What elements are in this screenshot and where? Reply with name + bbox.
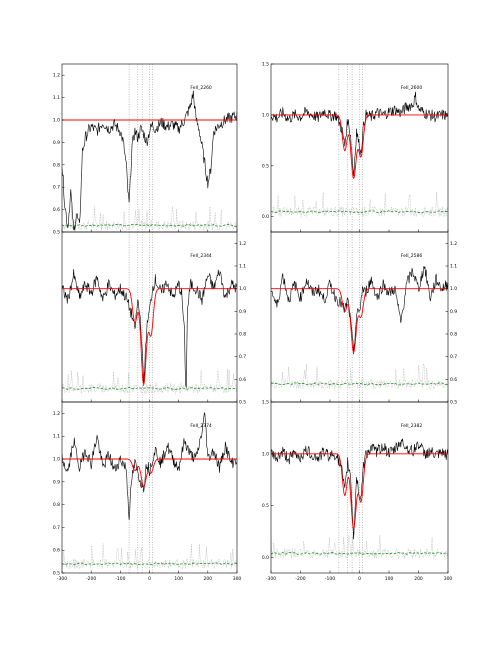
- y-tick-label: 1.2: [53, 411, 60, 417]
- y-tick-label: 0.8: [239, 332, 246, 338]
- data-spectrum: [271, 266, 448, 355]
- plot-area: [271, 402, 448, 573]
- plot-area: [62, 64, 237, 232]
- x-tick-label: -300: [57, 576, 67, 582]
- x-tick-label: 300: [444, 576, 453, 582]
- panel-label: FeII_2344: [190, 253, 212, 259]
- y-tick-label: 0.7: [53, 185, 60, 191]
- panel-label: FeII_2374: [190, 423, 212, 429]
- y-tick-label: 1.5: [262, 400, 269, 406]
- panel-6: 0.0 0.5 1.0 1.5 -300 -200 -100 0 100 200 300 FeII_2…: [262, 400, 453, 583]
- model-fit: [271, 288, 448, 354]
- y-tick-label: 0.8: [53, 162, 60, 168]
- y-tick-label: 1.0: [262, 451, 269, 457]
- y-tick-label: 1.1: [450, 264, 457, 270]
- y-tick-label: 0.5: [262, 503, 269, 509]
- y-tick-label: 0.0: [262, 214, 269, 220]
- y-tick-label: 0.5: [53, 230, 60, 236]
- error-trace: [62, 223, 237, 227]
- raw-trace: [271, 535, 448, 560]
- y-tick-label: 0.8: [53, 502, 60, 508]
- data-spectrum: [62, 411, 237, 520]
- error-trace: [271, 551, 448, 555]
- panel-1: 0.5 0.6 0.7 0.8 0.9 1.0 1.1 1.2 FeII_2260: [53, 63, 238, 236]
- model-fit: [271, 453, 448, 530]
- x-tick-label: 0: [148, 576, 151, 582]
- y-tick-label: 1.0: [53, 118, 60, 124]
- y-tick-label: 0.7: [53, 525, 60, 531]
- panel-label: FeII_2382: [401, 423, 423, 429]
- y-tick-label: 0.9: [450, 309, 457, 315]
- x-tick-label: 100: [385, 576, 394, 582]
- x-tick-label: -200: [295, 576, 305, 582]
- raw-trace: [271, 192, 448, 218]
- panel-3: 0.5 0.6 0.7 0.8 0.9 1.0 1.1 1.2 FeII_2344: [61, 231, 246, 406]
- data-spectrum: [62, 269, 237, 388]
- x-tick-label: -300: [266, 576, 276, 582]
- error-trace: [62, 562, 237, 566]
- y-tick-label: 0.9: [239, 309, 246, 315]
- model-fit: [62, 458, 237, 488]
- panel-label: FeII_2586: [401, 253, 423, 259]
- y-tick-label: 1.2: [450, 241, 457, 247]
- error-trace: [271, 382, 448, 386]
- x-tick-label: -100: [325, 576, 335, 582]
- panel-4: 0.5 0.6 0.7 0.8 0.9 1.0 1.1 1.2 FeII_2586: [270, 231, 457, 406]
- raw-trace: [62, 205, 237, 231]
- x-tick-label: 200: [204, 576, 213, 582]
- y-tick-label: 0.6: [450, 377, 457, 383]
- x-tick-label: 100: [174, 576, 183, 582]
- x-tick-label: 200: [414, 576, 423, 582]
- panel-label: FeII_2600: [401, 85, 423, 91]
- plot-area: [271, 64, 448, 232]
- plot-area: [62, 402, 237, 573]
- raw-trace: [62, 368, 237, 395]
- y-tick-label: 0.6: [239, 377, 246, 383]
- model-fit: [271, 114, 448, 180]
- panel-grid: 0.5 0.6 0.7 0.8 0.9 1.0 1.1 1.2 FeII_2260 0.0 0.5 1…: [53, 62, 457, 583]
- error-trace: [271, 210, 448, 214]
- y-tick-label: 1.1: [239, 264, 246, 270]
- data-spectrum: [62, 90, 237, 231]
- y-tick-label: 1.1: [53, 95, 60, 101]
- y-tick-label: 0.0: [262, 555, 269, 561]
- y-tick-label: 1.0: [239, 286, 246, 292]
- y-tick-label: 0.6: [53, 207, 60, 213]
- x-tick-label: 300: [233, 576, 242, 582]
- y-tick-label: 0.5: [239, 400, 246, 406]
- y-tick-label: 1.2: [239, 241, 246, 247]
- raw-trace: [62, 543, 237, 570]
- y-tick-label: 1.2: [53, 73, 60, 79]
- y-tick-label: 0.5: [262, 163, 269, 169]
- panel-label: FeII_2260: [190, 85, 212, 91]
- y-tick-label: 1.0: [450, 286, 457, 292]
- error-trace: [62, 386, 237, 390]
- y-tick-label: 1.1: [53, 434, 60, 440]
- y-tick-label: 1.5: [262, 62, 269, 68]
- y-tick-label: 0.7: [450, 354, 457, 360]
- y-tick-label: 0.6: [53, 548, 60, 554]
- plot-area: [62, 232, 237, 402]
- y-tick-label: 1.0: [262, 112, 269, 118]
- y-tick-label: 0.9: [53, 479, 60, 485]
- y-tick-label: 0.9: [53, 140, 60, 146]
- y-tick-label: 1.0: [53, 457, 60, 463]
- y-tick-label: 0.8: [450, 332, 457, 338]
- y-tick-label: 0.5: [450, 400, 457, 406]
- x-tick-label: -100: [115, 576, 125, 582]
- panel-2: 0.0 0.5 1.0 1.5 FeII_2600: [262, 62, 449, 233]
- panel-5: 0.5 0.6 0.7 0.8 0.9 1.0 1.1 1.2 -300 -200 -100 0 100…: [53, 401, 242, 582]
- x-tick-label: -200: [86, 576, 96, 582]
- y-tick-label: 0.5: [53, 571, 60, 577]
- raw-trace: [271, 362, 448, 390]
- plot-area: [271, 232, 448, 402]
- y-tick-label: 0.7: [239, 354, 246, 360]
- model-fit: [62, 288, 237, 386]
- x-tick-label: 0: [358, 576, 361, 582]
